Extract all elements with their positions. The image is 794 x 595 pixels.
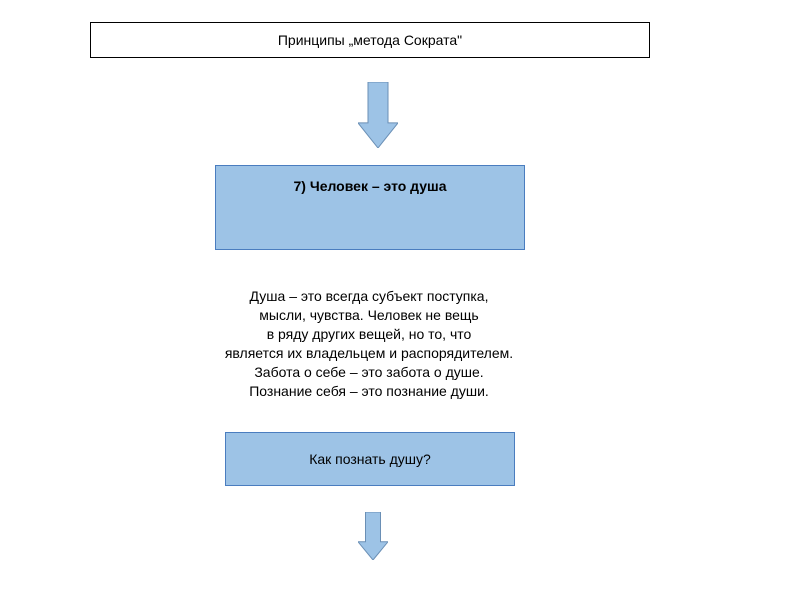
body-line: Забота о себе – это забота о душе. (174, 363, 564, 382)
arrow-down-1 (358, 82, 398, 148)
body-line: в ряду других вещей, но то, что (174, 325, 564, 344)
arrow-icon (358, 82, 398, 148)
body-line: Душа – это всегда субъект поступка, (174, 287, 564, 306)
body-line: Познание себя – это познание души. (174, 382, 564, 401)
body-line: мысли, чувства. Человек не вещь (174, 306, 564, 325)
arrow-down-2 (358, 512, 388, 560)
arrow-icon (358, 512, 388, 560)
question-box: Как познать душу? (225, 432, 515, 486)
principle-text: 7) Человек – это душа (294, 178, 447, 194)
body-text-block: Душа – это всегда субъект поступка,мысли… (174, 287, 564, 401)
body-line: является их владельцем и распорядителем. (174, 344, 564, 363)
title-text: Принципы „метода Сократа" (278, 32, 462, 48)
title-box: Принципы „метода Сократа" (90, 22, 650, 58)
question-text: Как познать душу? (309, 451, 431, 467)
principle-box: 7) Человек – это душа (215, 165, 525, 250)
